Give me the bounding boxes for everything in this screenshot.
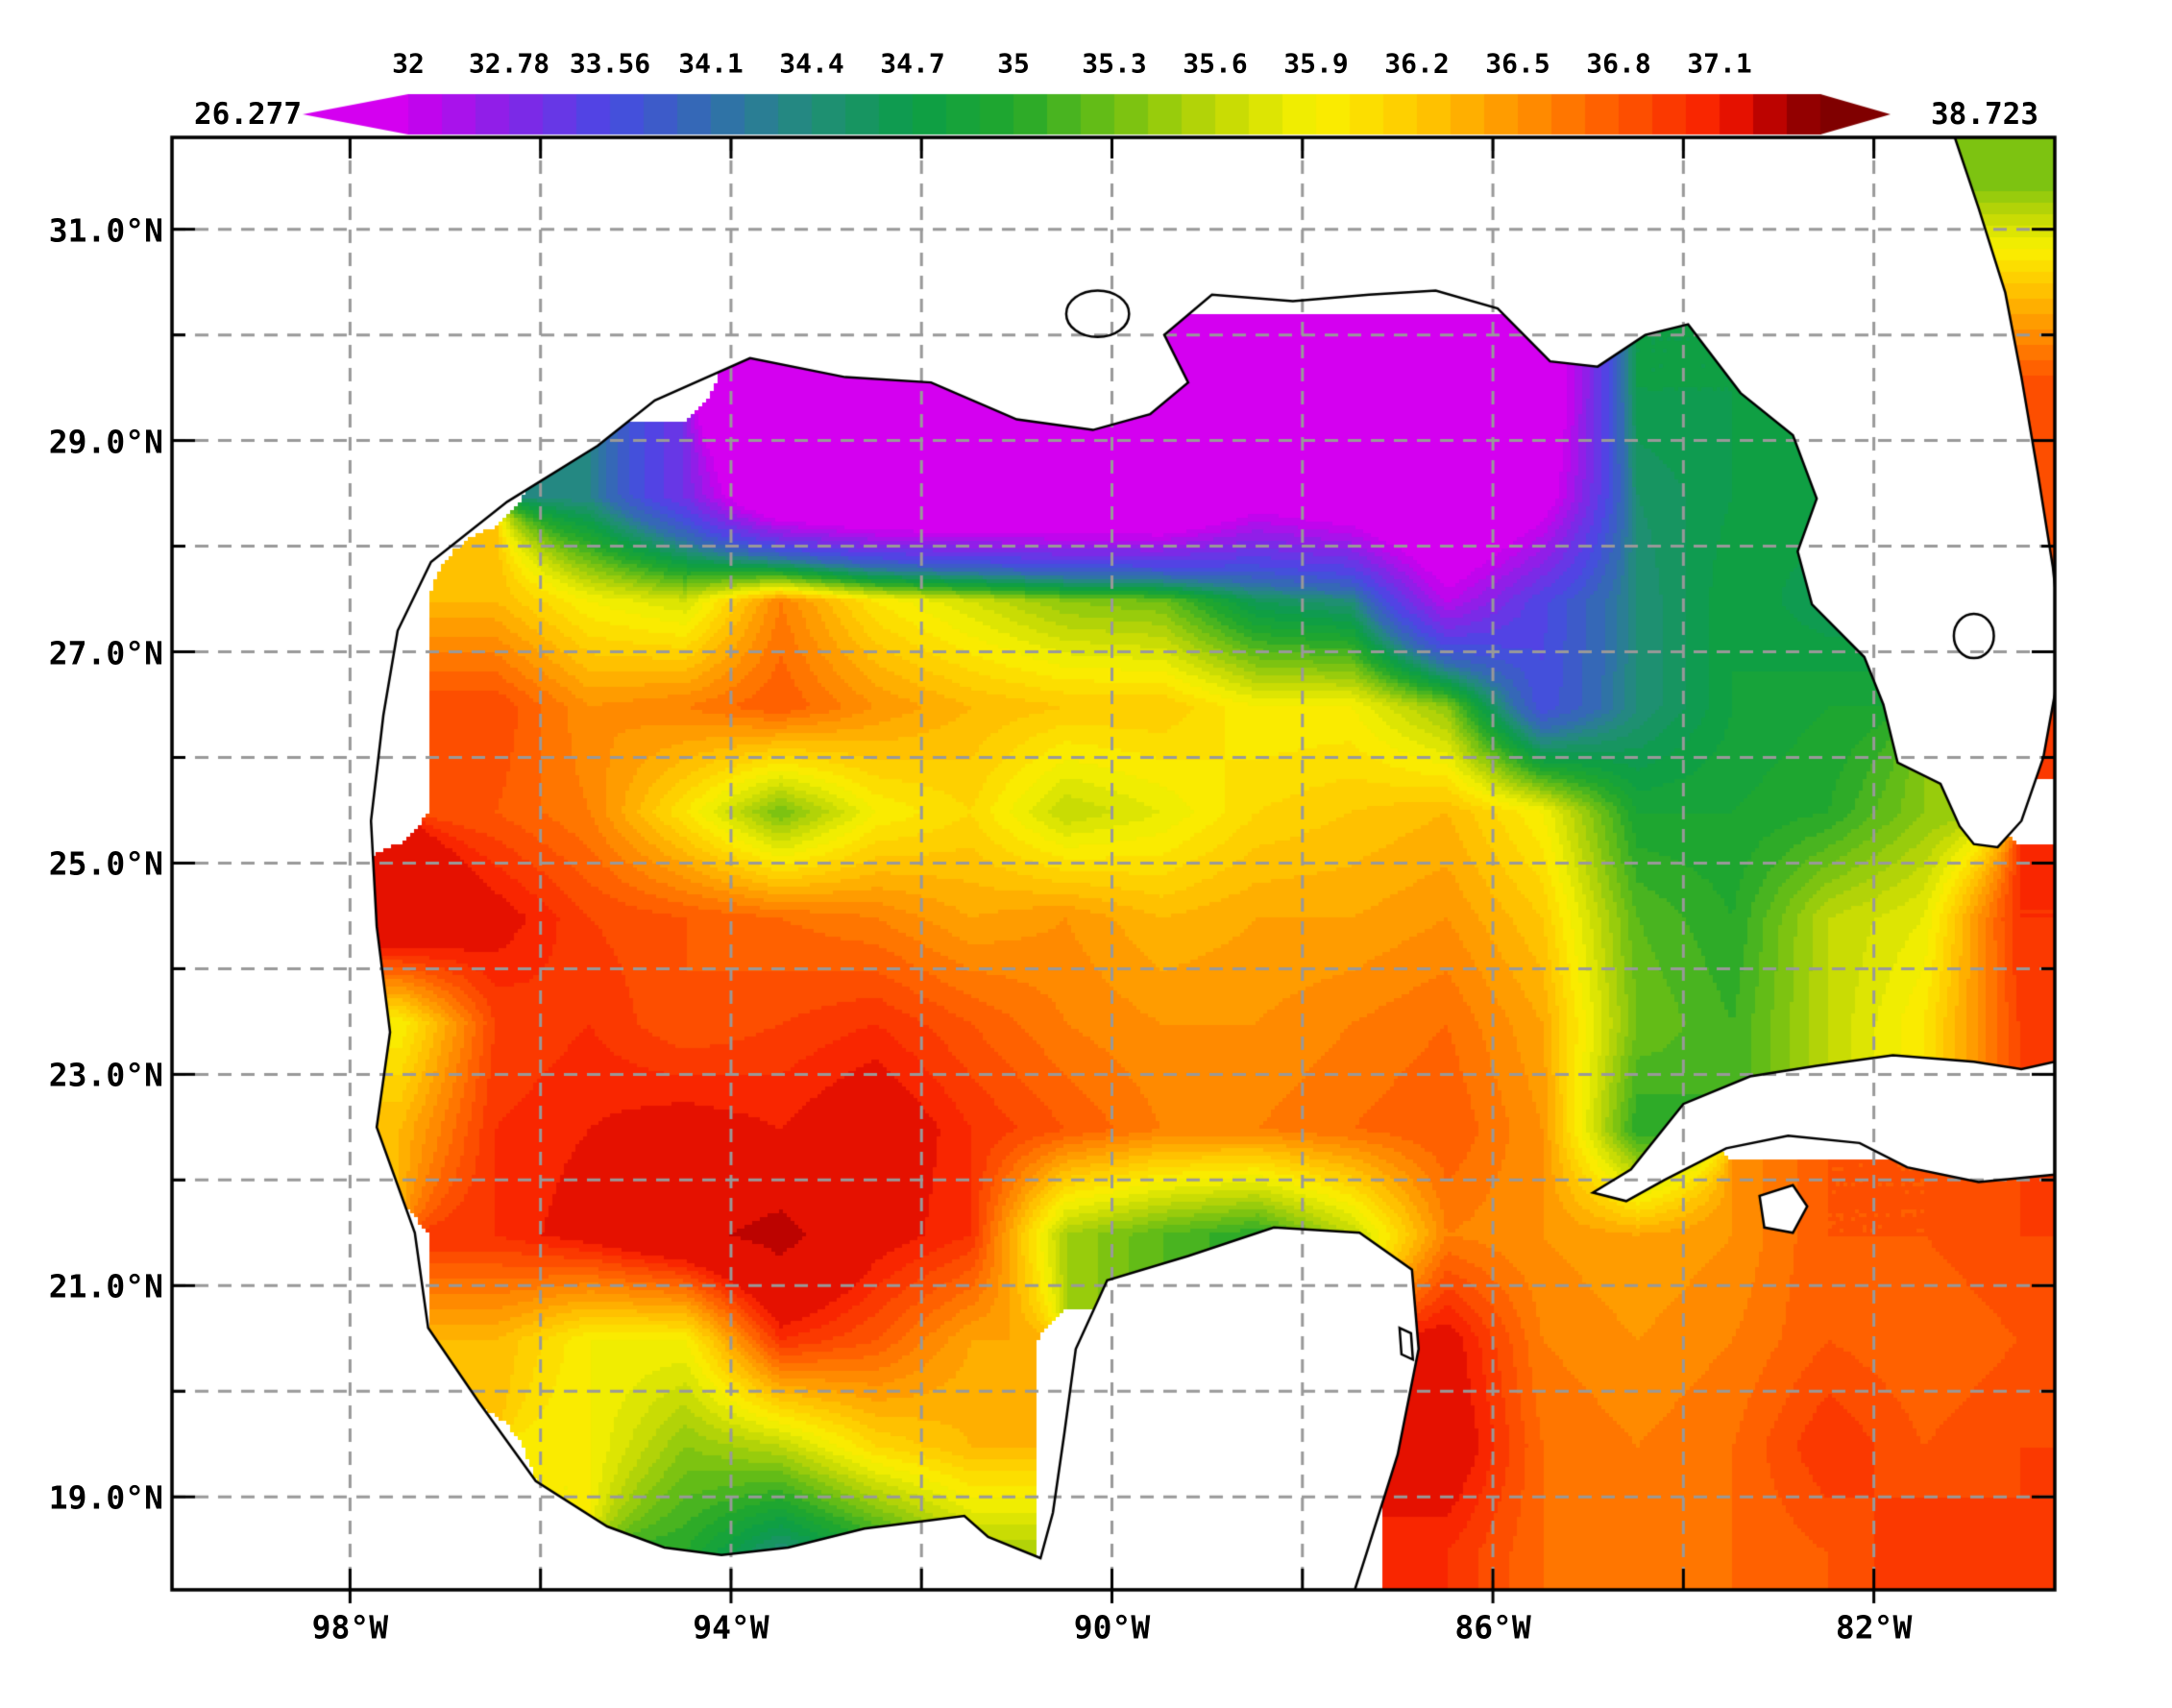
colorbar-tick-label: 35.3	[1082, 47, 1147, 80]
latitude-label: 19.0°N	[48, 1478, 163, 1517]
latitude-label: 31.0°N	[48, 211, 163, 250]
colorbar-tick-label: 34.1	[678, 47, 744, 80]
colorbar-min-label: 26.277	[194, 97, 302, 132]
colorbar-tick-label: 35.9	[1283, 47, 1349, 80]
colorbar-tick-label: 36.5	[1485, 47, 1550, 80]
longitude-label: 86°W	[1454, 1608, 1531, 1647]
colorbar-tick-label: 32	[392, 47, 425, 80]
colorbar-tick-label: 34.7	[880, 47, 945, 80]
longitude-label: 82°W	[1835, 1608, 1913, 1647]
colorbar-tick-label: 34.4	[779, 47, 844, 80]
latitude-label: 23.0°N	[48, 1056, 163, 1094]
colorbar-tick-label: 36.8	[1586, 47, 1651, 80]
colorbar-max-label: 38.723	[1931, 97, 2038, 132]
colorbar-tick-label: 36.2	[1384, 47, 1450, 80]
colorbar-tick-label: 35	[997, 47, 1030, 80]
colorbar-tick-label: 35.6	[1183, 47, 1248, 80]
colorbar-tick-label: 37.1	[1687, 47, 1752, 80]
latitude-label: 29.0°N	[48, 423, 163, 461]
latitude-label: 27.0°N	[48, 634, 163, 672]
latitude-label: 21.0°N	[48, 1267, 163, 1305]
longitude-label: 94°W	[693, 1608, 769, 1647]
colorbar-tick-label: 32.78	[468, 47, 550, 80]
colorbar-tick-label: 33.56	[569, 47, 651, 80]
latitude-label: 25.0°N	[48, 844, 163, 883]
longitude-label: 90°W	[1073, 1608, 1151, 1647]
longitude-label: 98°W	[311, 1608, 389, 1647]
